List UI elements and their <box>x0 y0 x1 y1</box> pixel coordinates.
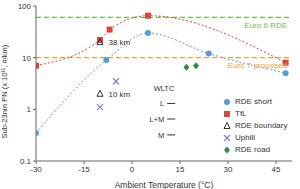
html-text:Uphill: Uphill <box>235 133 255 142</box>
svg-text:Sub-23nm PN (x 10¹¹, #/km): Sub-23nm PN (x 10¹¹, #/km) <box>8 44 9 138</box>
svg-text:10 km: 10 km <box>109 90 131 99</box>
html-text:RDE road: RDE road <box>235 145 271 154</box>
svg-text:-15: -15 <box>78 165 90 174</box>
svg-text:30: 30 <box>224 165 233 174</box>
svg-text:1: 1 <box>27 105 32 114</box>
svg-text:10: 10 <box>22 54 31 63</box>
svg-text:-30: -30 <box>30 165 42 174</box>
html-text:RDE short: RDE short <box>235 97 272 106</box>
svg-text:15: 15 <box>176 165 185 174</box>
svg-text:45: 45 <box>272 165 281 174</box>
svg-text:0: 0 <box>130 165 135 174</box>
svg-text:Euro 6 RDE: Euro 6 RDE <box>244 21 287 30</box>
html-text:TfL: TfL <box>235 109 247 118</box>
svg-text:0.1: 0.1 <box>20 157 32 166</box>
svg-text:L+M: L+M <box>149 115 164 124</box>
svg-text:M: M <box>158 131 164 140</box>
svg-text:WLTC: WLTC <box>154 84 175 93</box>
svg-text:38 km: 38 km <box>109 38 131 47</box>
html-text:RDE boundary: RDE boundary <box>235 121 288 130</box>
svg-text:Ambient Temperature (°C): Ambient Temperature (°C) <box>115 180 214 189</box>
svg-text:Euro 7 proposed: Euro 7 proposed <box>228 61 287 70</box>
svg-text:L: L <box>160 99 164 108</box>
svg-text:100: 100 <box>18 2 32 11</box>
